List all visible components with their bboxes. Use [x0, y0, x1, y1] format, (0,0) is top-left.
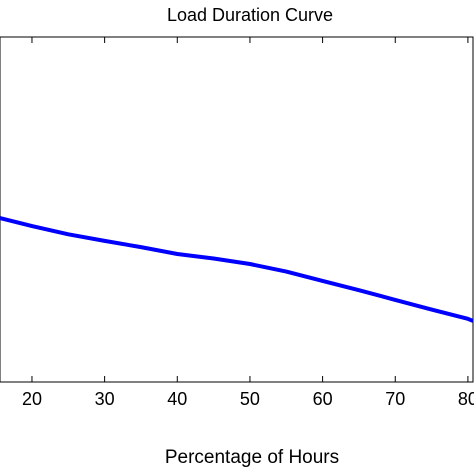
x-tick-label: 30 — [95, 389, 115, 409]
data-line — [0, 216, 474, 323]
x-tick-label: 60 — [313, 389, 333, 409]
chart-title: Load Duration Curve — [167, 5, 333, 25]
plot-frame — [0, 36, 474, 383]
x-axis-label: Percentage of Hours — [165, 447, 339, 468]
x-tick-label: 70 — [385, 389, 405, 409]
x-tick-label: 20 — [22, 389, 42, 409]
x-tick-label: 50 — [240, 389, 260, 409]
x-tick-label: 40 — [167, 389, 187, 409]
x-tick-label: 80 — [458, 389, 474, 409]
